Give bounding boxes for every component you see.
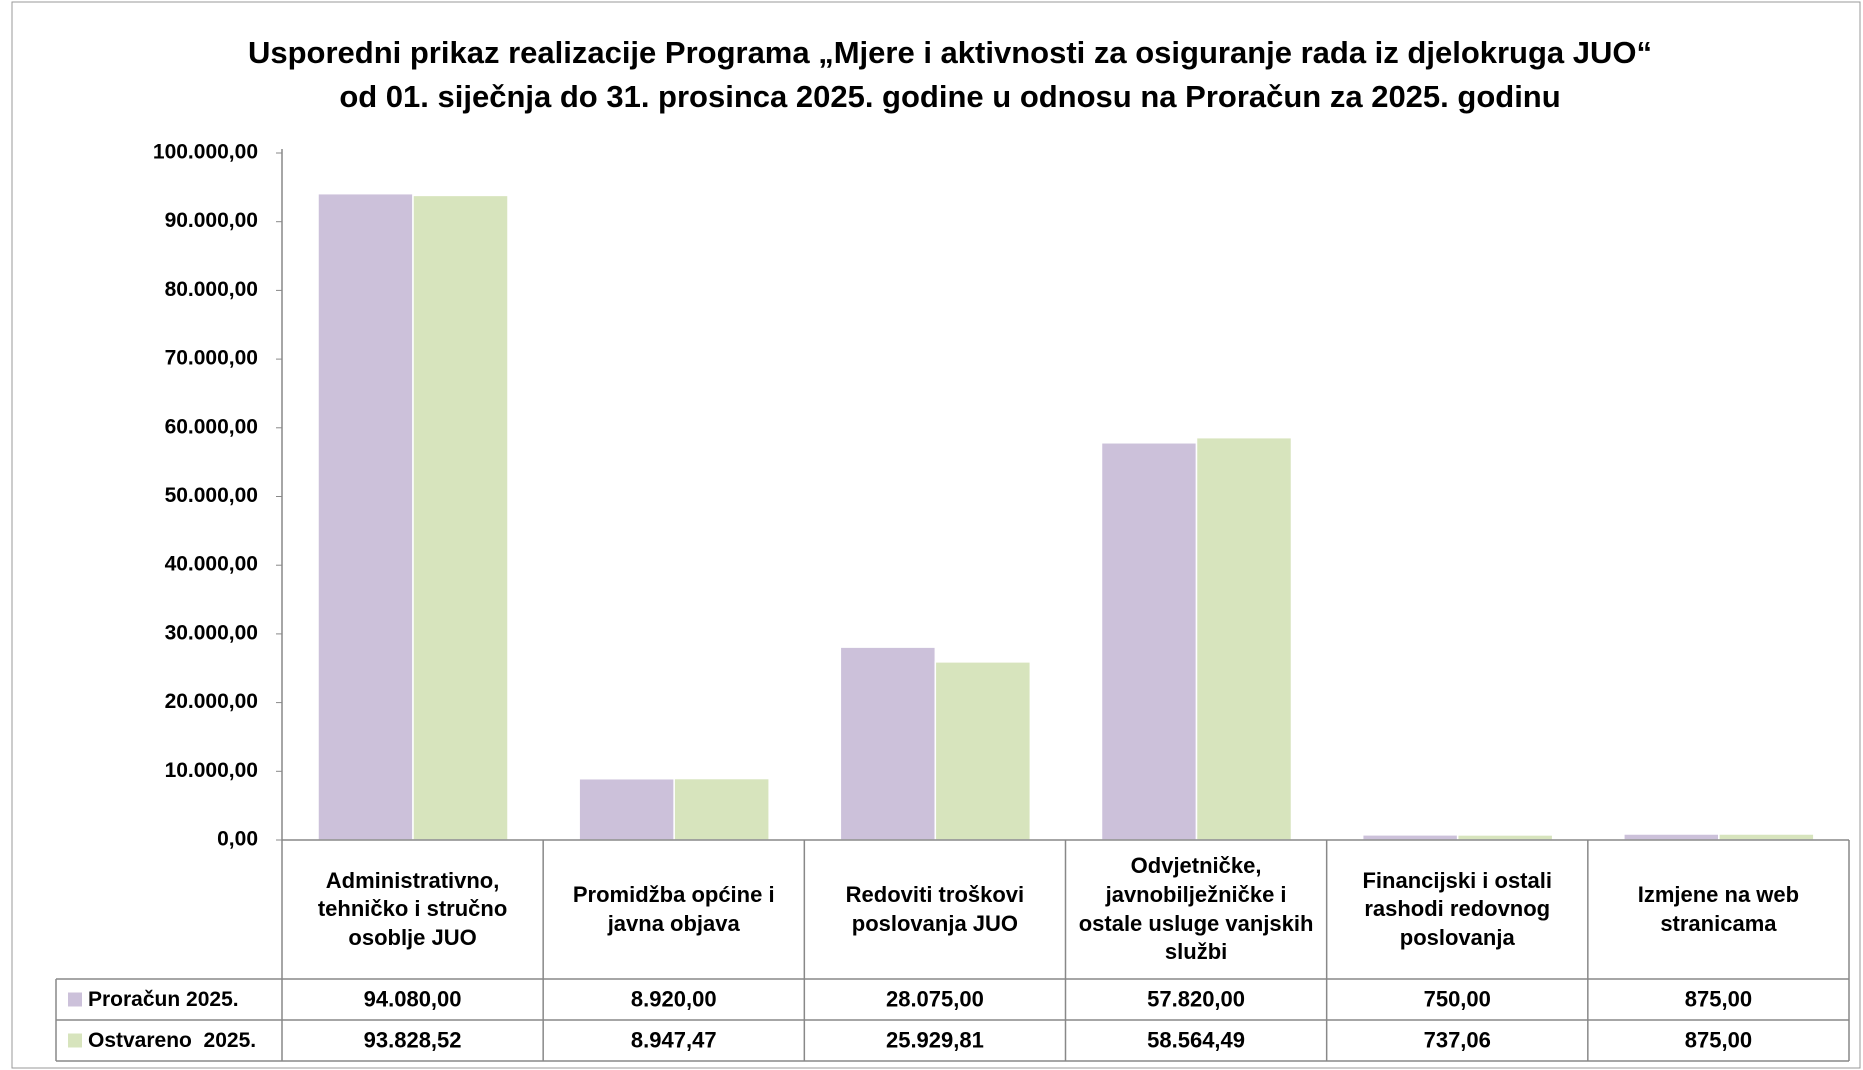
bar — [412, 194, 509, 841]
bar — [317, 192, 414, 841]
legend-key — [68, 1033, 82, 1048]
data-label: 28.075,00 — [886, 986, 984, 1011]
data-label: 750,00 — [1424, 986, 1491, 1011]
x-tick-label: Promidžba općine i javna objava — [572, 881, 775, 936]
x-tick-label: Financijski i ostali rashodi redovnog po… — [1362, 867, 1552, 950]
data-label: 94.080,00 — [364, 986, 462, 1011]
y-tick-label: 50.000,00 — [165, 484, 258, 507]
legend-label: Ostvareno 2025. — [88, 1029, 256, 1052]
y-tick-label: 80.000,00 — [165, 278, 258, 301]
x-label-box: Redoviti troškovi poslovanja JUO — [845, 881, 1025, 936]
x-tick-label: Administrativno, tehničko i stručno osob… — [317, 867, 508, 950]
x-tick-label: Redoviti troškovi poslovanja JUO — [845, 881, 1025, 936]
bar — [1195, 436, 1293, 841]
x-label-box: Odvjetničke, javnobilježničke i ostale u… — [1078, 853, 1314, 965]
bar — [934, 661, 1032, 841]
x-label-box: Izmjene na web stranicama — [1637, 881, 1800, 936]
y-tick-label: 70.000,00 — [165, 347, 258, 370]
chart-title: Usporedni prikaz realizacije Programa „M… — [248, 35, 1652, 70]
data-label: 58.564,49 — [1147, 1027, 1245, 1052]
y-tick-label: 40.000,00 — [165, 553, 258, 576]
legend-label: Proračun 2025. — [88, 988, 239, 1011]
data-label: 25.929,81 — [886, 1027, 984, 1052]
y-tick-label: 90.000,00 — [165, 209, 258, 232]
x-label-box: Promidžba općine i javna objava — [572, 881, 775, 936]
y-tick-label: 30.000,00 — [165, 621, 258, 644]
x-tick-label: Odvjetničke, javnobilježničke i ostale u… — [1078, 853, 1314, 965]
chart-subtitle: od 01. siječnja do 31. prosinca 2025. go… — [339, 79, 1560, 114]
data-label: 737,06 — [1424, 1027, 1491, 1052]
bar — [673, 777, 770, 841]
legend-key — [68, 992, 82, 1007]
x-label-box: Financijski i ostali rashodi redovnog po… — [1362, 867, 1552, 950]
x-tick-label: Izmjene na web stranicama — [1637, 881, 1800, 936]
y-tick-label: 0,00 — [217, 828, 258, 851]
data-label: 8.947,47 — [631, 1027, 717, 1052]
data-label: 57.820,00 — [1147, 986, 1245, 1011]
y-tick-label: 60.000,00 — [165, 415, 258, 438]
data-label: 93.828,52 — [364, 1027, 462, 1052]
data-label: 875,00 — [1685, 986, 1752, 1011]
bar — [578, 777, 675, 841]
x-label-box: Administrativno, tehničko i stručno osob… — [317, 867, 508, 950]
frame — [11, 1, 1861, 1069]
data-label: 875,00 — [1685, 1027, 1752, 1052]
y-tick-label: 20.000,00 — [165, 690, 258, 713]
y-tick-label: 10.000,00 — [165, 759, 258, 782]
data-label: 8.920,00 — [631, 986, 717, 1011]
bar — [839, 646, 937, 841]
bar — [1100, 442, 1198, 841]
y-tick-label: 100.000,00 — [153, 141, 258, 164]
